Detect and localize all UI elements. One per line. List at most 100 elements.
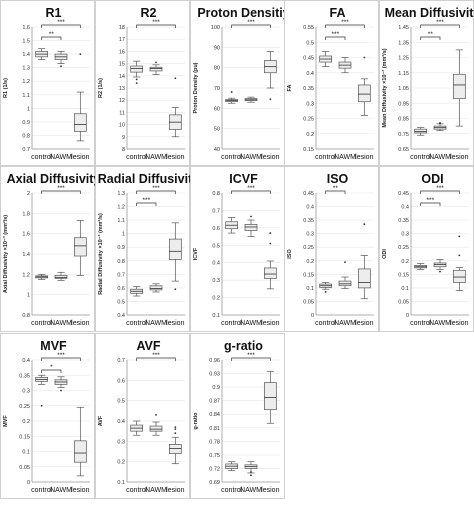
outlier-point (458, 254, 460, 256)
y-tick-label: 0.35 (303, 218, 314, 224)
y-tick-label: 1.1 (117, 218, 125, 224)
y-tick-label: 1 (122, 232, 125, 238)
y-tick-label: 0.15 (303, 272, 314, 278)
outlier-point (60, 390, 62, 392)
y-tick-label: 17 (119, 37, 125, 43)
significance-label: ** (428, 31, 434, 38)
y-tick-label: 0.45 (303, 191, 314, 197)
outlier-point (363, 223, 365, 225)
y-tick-label: 0.5 (306, 40, 314, 46)
y-axis-label: g-ratio (193, 412, 199, 430)
x-tick-label: lesion (261, 320, 279, 327)
y-tick-label: 0.2 (22, 419, 30, 425)
box-body (339, 281, 351, 286)
y-tick-label: 0.1 (401, 286, 409, 292)
y-tick-label: 0.2 (306, 259, 314, 265)
box-body (74, 441, 86, 462)
significance-label: *** (152, 352, 160, 359)
chart-title: MVF (40, 339, 67, 353)
chart-panel-13: g-ratiog-ratio0.690.720.750.780.810.840.… (191, 334, 285, 499)
y-tick-label: 11 (119, 110, 125, 116)
y-tick-label: 0.6 (117, 378, 125, 384)
box-body (131, 66, 143, 72)
outlier-point (174, 428, 176, 430)
outlier-point (155, 61, 157, 63)
box-body (55, 275, 67, 278)
y-tick-label: 0.4 (22, 358, 30, 364)
y-tick-label: 0.85 (398, 117, 409, 123)
y-tick-label: 0.96 (209, 358, 220, 364)
y-tick-label: 0.7 (117, 358, 125, 364)
y-tick-label: 80 (214, 66, 220, 72)
outlier-point (439, 271, 441, 273)
y-tick-label: 0 (27, 480, 30, 486)
x-tick-label: NAWM (240, 154, 262, 161)
x-tick-label: lesion (71, 487, 89, 494)
y-tick-label: 0.4 (117, 313, 125, 319)
y-tick-label: 0.95 (398, 101, 409, 107)
x-tick-label: NAWM (429, 320, 451, 327)
chart-title: g-ratio (224, 339, 263, 353)
y-tick-label: 0.1 (117, 480, 125, 486)
outlier-point (269, 243, 271, 245)
outlier-point (344, 261, 346, 263)
box-body (245, 224, 257, 230)
x-tick-label: NAWM (334, 154, 356, 161)
y-tick-label: 1.45 (398, 25, 409, 31)
y-axis-label: ICVF (193, 247, 199, 260)
y-tick-label: 1.15 (398, 71, 409, 77)
x-tick-label: NAWM (240, 487, 262, 494)
y-tick-label: 0.69 (209, 480, 220, 486)
x-tick-label: lesion (166, 320, 184, 327)
x-tick-label: NAWM (50, 487, 72, 494)
y-tick-label: 0.1 (212, 313, 220, 319)
outlier-point (250, 216, 252, 218)
y-tick-label: 0.8 (212, 191, 220, 197)
y-tick-label: 0.1 (22, 450, 30, 456)
x-tick-label: lesion (355, 154, 373, 161)
x-tick-label: NAWM (145, 154, 167, 161)
y-tick-label: 8 (122, 147, 125, 153)
outlier-point (79, 53, 81, 55)
y-tick-label: 90 (214, 45, 220, 51)
outlier-point (174, 432, 176, 434)
y-tick-label: 40 (214, 147, 220, 153)
x-tick-label: NAWM (240, 320, 262, 327)
y-tick-label: 0.45 (303, 56, 314, 62)
significance-label: *** (427, 197, 435, 204)
y-tick-label: 0.25 (19, 404, 30, 410)
y-tick-label: 0.3 (212, 278, 220, 284)
y-tick-label: 1.2 (117, 205, 125, 211)
y-tick-label: 0.7 (117, 272, 125, 278)
outlier-point (458, 235, 460, 237)
y-axis-label: ISO (287, 249, 293, 259)
y-tick-label: 50 (214, 127, 220, 133)
y-axis-label: Axial Diffusivity ×10⁻³ (mm²/s) (2, 215, 9, 293)
y-tick-label: 1.1 (22, 93, 30, 99)
y-tick-label: 13 (119, 86, 125, 92)
x-tick-label: NAWM (429, 154, 451, 161)
y-tick-label: 1.25 (398, 56, 409, 62)
y-tick-label: 0.8 (117, 259, 125, 265)
chart-title: Proton Densitiy (197, 6, 289, 20)
x-tick-label: NAWM (145, 487, 167, 494)
y-tick-label: 0.8 (22, 133, 30, 139)
chart-panel-8: ICVFICVF0.10.20.30.40.50.60.70.8controlN… (191, 167, 285, 332)
x-tick-label: lesion (166, 487, 184, 494)
y-tick-label: 0 (406, 313, 409, 319)
y-tick-label: 0.25 (398, 245, 409, 251)
y-tick-label: 0.9 (117, 245, 125, 251)
y-tick-label: 1.05 (398, 86, 409, 92)
y-axis-label: Proton Density (pu) (193, 62, 199, 113)
outlier-point (174, 426, 176, 428)
chart-title: Mean Diffusivity (385, 6, 474, 20)
y-tick-label: 0.05 (19, 465, 30, 471)
outlier-point (41, 405, 43, 407)
chart-title: R2 (141, 6, 157, 20)
y-tick-label: 1.8 (22, 211, 30, 217)
y-axis-label: MVF (3, 415, 9, 427)
y-tick-label: 0.7 (22, 147, 30, 153)
y-axis-label: R1 (1/s) (3, 78, 9, 98)
box-body (358, 269, 370, 288)
